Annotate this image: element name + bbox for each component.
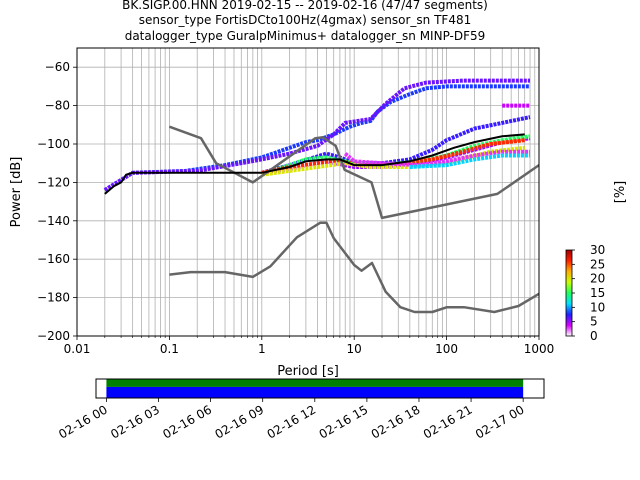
y-tick-label: −100 [37,137,70,151]
psd-trace-0 [103,84,530,192]
plot-frame [76,47,540,337]
timeline-tick-label: 02-16 15 [317,402,371,441]
y-tick-label: −140 [37,214,70,228]
grid [77,48,539,336]
y-tick-label: −60 [45,60,70,74]
y-tick-label: −80 [45,99,70,113]
y-tick-label: −160 [37,252,70,266]
psd-trace-5 [261,138,525,175]
noise-model-high [168,125,539,220]
colorbar-tick-label: 0 [590,329,598,343]
psd-trace-1 [103,78,530,192]
timeline-tick-label: 02-16 12 [265,402,319,441]
y-axis-label: Power [dB] [9,157,24,228]
colorbar-tick-label: 10 [590,300,605,314]
title-line-1: BK.SIGP.00.HNN 2019-02-15 -- 2019-02-16 … [122,0,488,12]
colorbar-tick-label: 5 [590,315,598,329]
colorbar-gradient [565,249,573,337]
psd-trace-2 [261,115,531,175]
colorbar-tick-label: 30 [590,243,605,257]
x-tick-label: 1 [258,342,266,356]
timeline-tick-label: 02-16 00 [56,402,110,441]
timeline-tick-label: 02-16 18 [369,402,423,441]
timeline-tick-label: 02-16 03 [108,402,162,441]
coverage-bar-0 [106,379,524,387]
x-tick-label: 1000 [524,342,555,356]
colorbar-tick-label: 20 [590,272,605,286]
x-axis-label: Period [s] [277,364,339,379]
x-tick-label: 10 [347,342,362,356]
timeline-tick-label: 02-16 06 [160,402,214,441]
title-line-3: datalogger_type GuralpMinimus+ datalogge… [125,29,486,43]
y-axis-ticks: −60 −80 −100 −120 −140 −160 −180 −200 [37,60,77,343]
x-axis-ticks: 0.01 0.1 1 10 100 1000 [64,336,555,356]
plot-series [103,78,539,314]
coverage-bars [106,379,524,398]
y-tick-label: −120 [37,175,70,189]
x-tick-label: 0.1 [160,342,179,356]
coverage-bar-1 [106,386,524,398]
median-line [104,133,525,195]
y-tick-label: −180 [37,291,70,305]
colorbar-tick-label: 25 [590,257,605,271]
timeline-frame [95,378,545,399]
x-tick-label: 0.01 [64,342,91,356]
colorbar-label: [%] [613,181,628,204]
colorbar-tick-label: 15 [590,286,605,300]
noise-model-low [169,221,539,314]
timeline-tick-label: 02-17 00 [473,402,527,441]
title-line-2: sensor_type FortisDCto100Hz(4gmax) senso… [139,13,471,27]
timeline-tick-label: 02-16 09 [212,402,266,441]
psd-trace-7 [343,149,530,168]
timeline-tick-label: 02-16 21 [421,402,475,441]
y-tick-label: −200 [37,329,70,343]
x-tick-label: 100 [435,342,458,356]
psd-plot: 0.01 0.1 1 10 100 1000 −60 −80 −100 −120 −140 −160… [9,47,555,379]
psd-trace-8 [409,153,530,169]
chart-title: BK.SIGP.00.HNN 2019-02-15 -- 2019-02-16 … [122,0,488,43]
